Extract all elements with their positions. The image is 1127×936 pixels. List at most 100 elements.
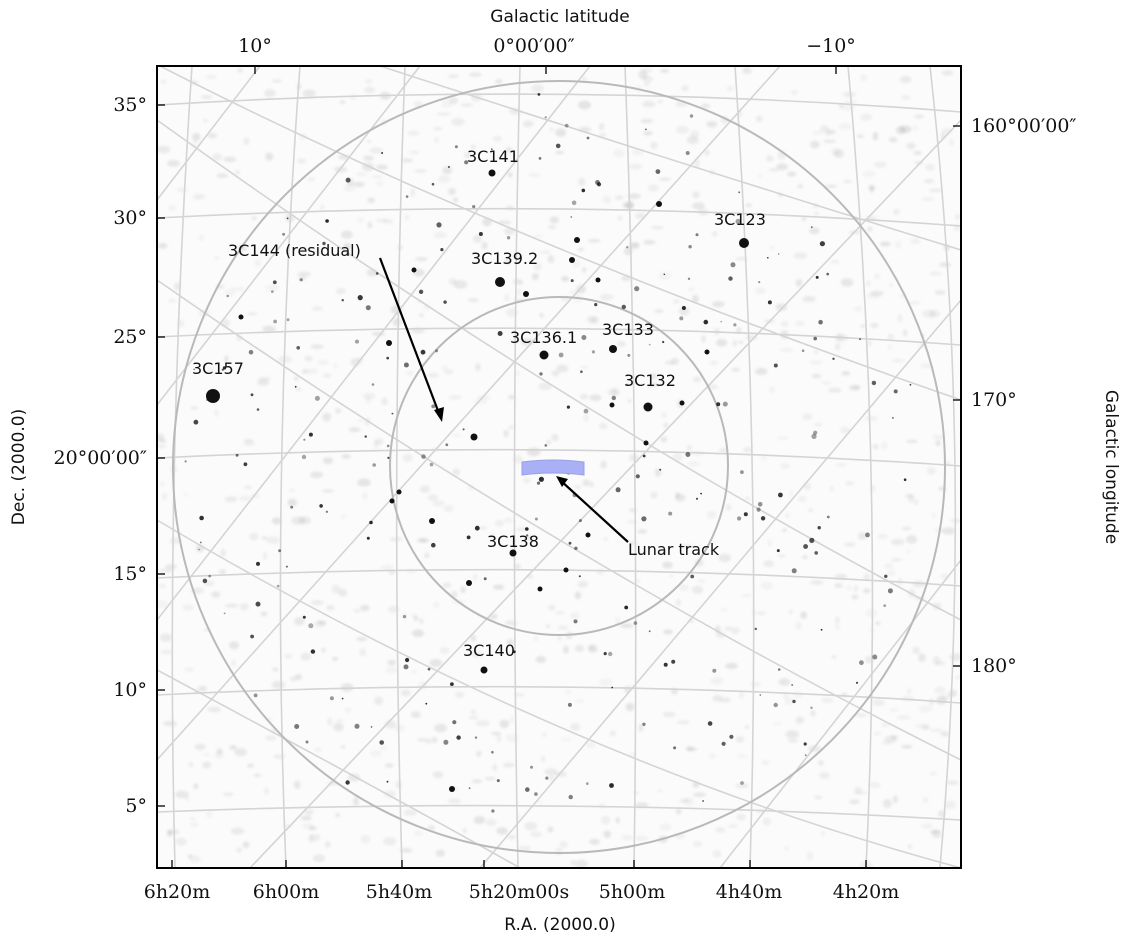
source-dot (223, 612, 226, 615)
source-dot (679, 316, 684, 321)
source-dot (815, 275, 819, 279)
source-dot (199, 515, 204, 521)
tick-marks (157, 66, 961, 868)
source-dot (198, 548, 200, 551)
source-dot (688, 245, 692, 249)
source-dot (611, 686, 614, 689)
source-dot (449, 786, 455, 792)
source-dot (470, 433, 478, 441)
source-dot (621, 304, 626, 310)
source-dot (581, 335, 587, 340)
source-dot (534, 517, 538, 521)
source-dot (700, 492, 702, 495)
source-dot (645, 128, 647, 131)
source-dot (525, 534, 529, 537)
source-dot (329, 696, 334, 701)
source-dot (578, 575, 581, 578)
source-dot (544, 116, 547, 119)
source-dot (405, 195, 409, 198)
source-dot (491, 750, 494, 754)
top-tick-label: 10° (238, 35, 272, 57)
source-dot (345, 780, 350, 785)
source-dot (435, 349, 439, 353)
source-dot (490, 148, 493, 151)
source-dot (642, 722, 646, 726)
source-dot (456, 735, 461, 740)
source-dot (296, 346, 301, 350)
source-dot (405, 657, 410, 663)
source-dot (574, 237, 580, 243)
source-dot (818, 319, 823, 325)
source-dot (512, 650, 516, 654)
source-dot (655, 169, 661, 175)
source-dot (803, 742, 807, 746)
bottom-tick-label: 5h00m (599, 881, 666, 903)
source-dot (887, 588, 893, 594)
source-dot (777, 668, 781, 671)
source-dot (447, 166, 450, 168)
source-dot (235, 453, 239, 457)
source-dot (454, 145, 458, 149)
source-dot (379, 740, 385, 745)
source-dot (345, 177, 351, 183)
source-dot (226, 294, 229, 298)
source-label: 3C144 (residual) (228, 241, 361, 260)
source-dot (571, 200, 577, 206)
source-dot (184, 460, 187, 463)
source-dot (819, 241, 826, 247)
source-dot (809, 537, 815, 544)
source-dot (608, 651, 613, 657)
source-dot (299, 278, 303, 282)
source-dot (641, 516, 647, 522)
source-dot (603, 652, 607, 656)
source-dot (278, 549, 281, 553)
source-dot (792, 699, 796, 704)
source-dot (303, 438, 306, 441)
source-dot (740, 781, 744, 785)
source-dot (624, 605, 629, 610)
source-dot (365, 305, 371, 311)
source-dot (704, 349, 710, 355)
source-dot (370, 726, 373, 728)
source-dot (497, 331, 503, 336)
source-dot (690, 574, 695, 579)
source-dot (273, 319, 277, 324)
source-dot (687, 277, 691, 280)
source-dot (537, 586, 543, 592)
source-dot (386, 444, 390, 448)
outer-field-circle (172, 80, 946, 854)
source-dot (506, 236, 511, 240)
source-dot (483, 577, 487, 581)
source-dot (466, 535, 471, 540)
source-dot (564, 123, 569, 128)
source-dot (539, 350, 549, 360)
source-label: 3C133 (602, 320, 654, 339)
source-dot (643, 440, 649, 446)
source-dot (271, 290, 274, 293)
source-dot (733, 323, 737, 327)
source-dot (648, 630, 651, 633)
left-axis-title: Dec. (2000.0) (9, 409, 29, 525)
source-dot (222, 366, 227, 370)
source-dot (820, 628, 823, 631)
source-dot (569, 257, 575, 263)
source-dot (193, 368, 196, 371)
source-dot (325, 510, 329, 513)
source-dot (893, 389, 898, 394)
left-tick-label: 15° (113, 563, 147, 585)
source-dot (523, 291, 529, 297)
source-dot (712, 668, 717, 673)
source-dot (743, 512, 748, 517)
source-dot (538, 476, 545, 482)
source-dot (474, 736, 478, 739)
source-dot (872, 654, 878, 660)
source-dot (425, 702, 428, 705)
left-tick-label: 25° (113, 326, 147, 348)
source-dot (811, 433, 817, 439)
source-dot (462, 428, 465, 431)
source-dot (739, 238, 749, 248)
residual-arrow-head (434, 407, 444, 422)
source-dot (811, 226, 813, 228)
source-dot (810, 706, 813, 710)
left-tick-label: 30° (113, 207, 147, 229)
